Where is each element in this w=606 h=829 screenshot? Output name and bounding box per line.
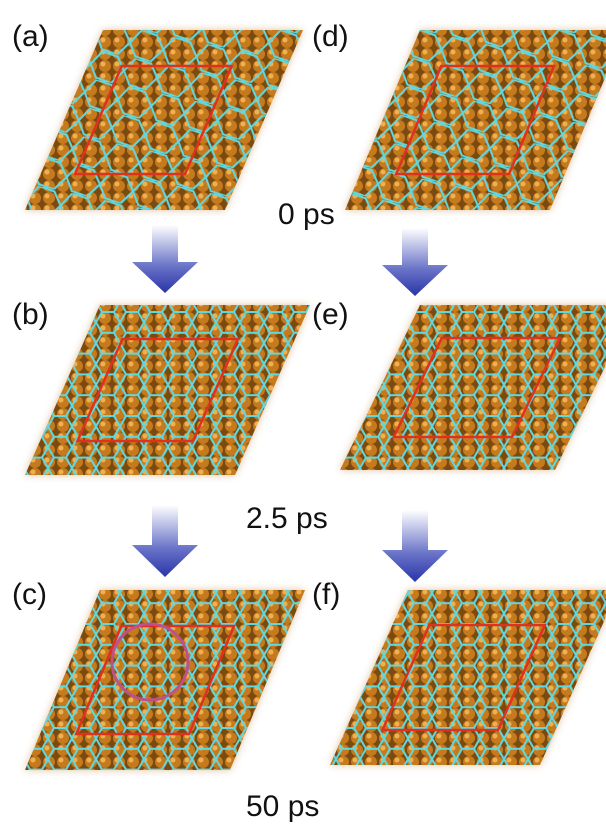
mesh bbox=[25, 590, 305, 770]
mesh bbox=[345, 30, 606, 210]
mesh bbox=[25, 305, 310, 475]
panel-image bbox=[25, 305, 310, 475]
panel-label: (c) bbox=[12, 578, 47, 611]
panel-label: (d) bbox=[312, 20, 349, 53]
arrow bbox=[132, 225, 198, 293]
time-label: 0 ps bbox=[278, 198, 335, 231]
panel-image bbox=[25, 590, 305, 770]
panels bbox=[25, 30, 606, 770]
panel-label: (e) bbox=[312, 298, 349, 331]
panel-label: (a) bbox=[12, 20, 49, 53]
time-label: 50 ps bbox=[246, 790, 319, 823]
mesh bbox=[340, 305, 606, 470]
panel-image bbox=[25, 30, 303, 210]
time-label: 2.5 ps bbox=[246, 502, 328, 535]
panel-image bbox=[340, 305, 606, 470]
panel-label: (b) bbox=[12, 298, 49, 331]
arrow bbox=[132, 505, 198, 577]
panel-label: (f) bbox=[312, 578, 340, 611]
panel-image bbox=[345, 30, 606, 210]
panel-image bbox=[330, 590, 606, 765]
arrow bbox=[382, 510, 448, 582]
mesh bbox=[330, 590, 606, 765]
figure: (a) (b) (c) (d) (e) (f) 0 ps 2.5 ps 50 p… bbox=[0, 0, 606, 829]
mesh bbox=[25, 30, 303, 210]
arrow bbox=[382, 228, 448, 296]
